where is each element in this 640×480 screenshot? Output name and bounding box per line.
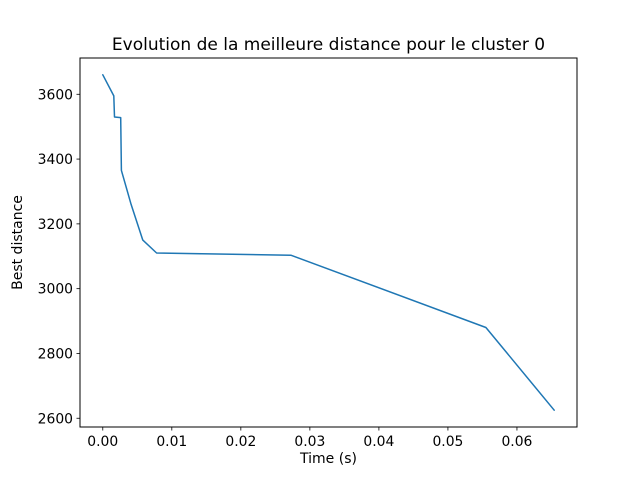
x-axis-label: Time (s) xyxy=(299,451,357,467)
x-tick-label: 0.04 xyxy=(363,434,394,450)
plot-area xyxy=(79,57,578,428)
y-tick-label: 3400 xyxy=(38,152,73,168)
y-tick-label: 3000 xyxy=(38,282,73,298)
x-tick-label: 0.02 xyxy=(225,434,256,450)
chart-title: Evolution de la meilleure distance pour … xyxy=(112,35,545,55)
y-tick-label: 3200 xyxy=(38,217,73,233)
x-tick-label: 0.01 xyxy=(156,434,187,450)
x-tick-label: 0.03 xyxy=(294,434,325,450)
line-series-best-distance xyxy=(102,74,555,411)
y-axis-ticks: 2600 2800 3000 3200 3400 3600 xyxy=(38,87,80,427)
x-tick-label: 0.00 xyxy=(87,434,118,450)
y-axis-label: Best distance xyxy=(10,195,26,290)
x-axis-ticks: 0.00 0.01 0.02 0.03 0.04 0.05 0.06 xyxy=(87,427,532,450)
y-tick-label: 2800 xyxy=(38,346,73,362)
y-tick-label: 3600 xyxy=(38,87,73,103)
x-tick-label: 0.05 xyxy=(432,434,463,450)
y-tick-label: 2600 xyxy=(38,411,73,427)
x-tick-label: 0.06 xyxy=(501,434,532,450)
